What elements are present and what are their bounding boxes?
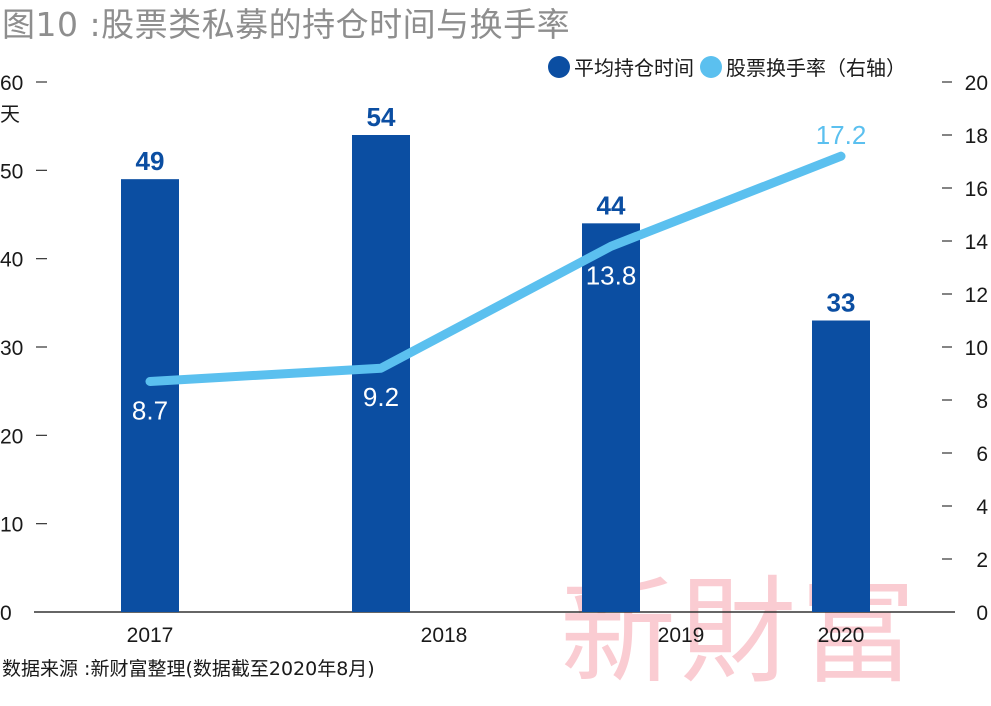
bar-value-label: 33 [827,288,856,318]
right-tick-label: 12 [965,284,988,307]
left-tick-label: 20 [0,425,23,448]
x-tick-label: 2018 [421,624,468,647]
line-value-label: 17.2 [816,120,867,150]
chart: 0 10 20 30 40 50 60 天 0 2 4 6 8 10 12 14 16 18 20 2017 2018 2… [0,72,989,647]
left-tick-label: 60 [0,72,23,95]
right-tick-label: 10 [965,337,988,360]
left-tick-label: 40 [0,249,23,272]
bar-value-label: 44 [597,190,626,220]
chart-title: 图10 :股票类私募的持仓时间与换手率 [2,5,571,44]
left-tick-label: 10 [0,514,23,537]
right-tick-label: 6 [976,443,988,466]
line-value-label: 13.8 [586,260,637,290]
bar-value-label: 49 [136,146,165,176]
left-tick-label: 50 [0,160,23,183]
legend-dot-line-icon [700,55,722,78]
right-tick-label: 18 [965,125,988,148]
legend-label-bar: 平均持仓时间 [574,56,694,80]
right-tick-label: 4 [976,496,988,519]
bar-value-label: 54 [367,102,396,132]
right-tick-label: 0 [976,602,988,625]
right-tick-label: 8 [976,390,988,413]
left-tick-label: 30 [0,337,23,360]
legend: 平均持仓时间 股票换手率（右轴） [548,52,912,81]
x-tick-label: 2019 [658,624,705,647]
source-note: 数据来源 :新财富整理(数据截至2020年8月) [2,658,375,680]
x-tick-label: 2017 [127,624,174,647]
x-tick-label: 2020 [818,624,865,647]
legend-dot-bar-icon [548,55,570,78]
left-tick-label: 0 [0,602,12,625]
legend-item-line: 股票换手率（右轴） [700,52,906,81]
line-value-label: 8.7 [132,395,168,425]
bar [121,179,179,612]
right-tick-label: 20 [965,72,988,95]
left-axis-unit: 天 [0,102,20,126]
right-tick-label: 2 [976,549,988,572]
legend-item-bar: 平均持仓时间 [548,52,694,81]
bar [812,320,870,612]
bar [582,223,640,613]
legend-label-line: 股票换手率（右轴） [726,56,906,80]
right-tick-label: 16 [965,178,988,201]
right-tick-label: 14 [965,231,989,254]
series-line [145,151,846,386]
line-value-label: 9.2 [363,382,399,412]
